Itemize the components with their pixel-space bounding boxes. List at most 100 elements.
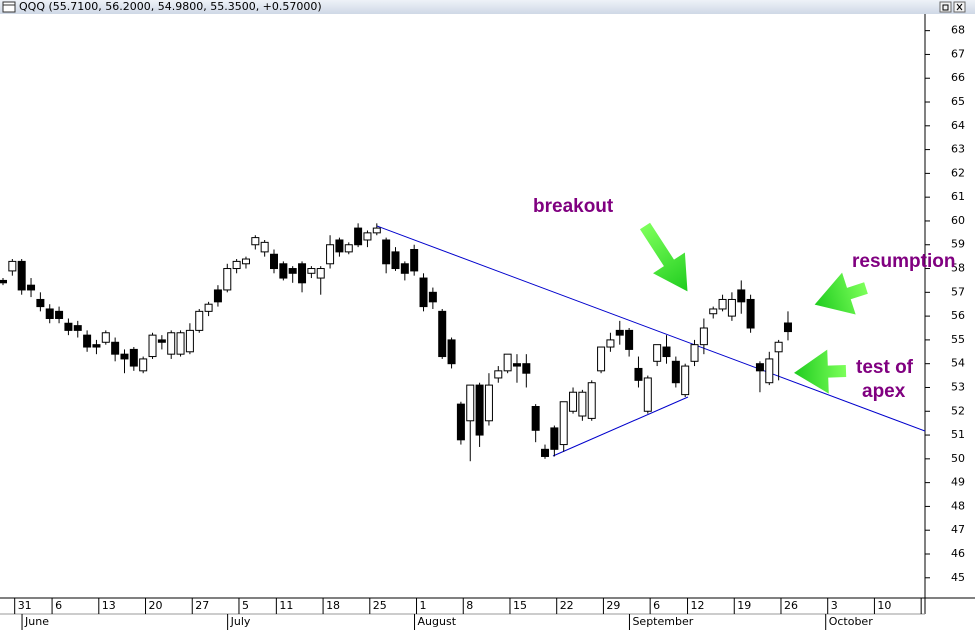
- candle-body: [73, 325, 82, 331]
- y-tick-label: 65: [951, 95, 965, 108]
- plot-area: [376, 225, 925, 457]
- x-tick-label: 31: [18, 599, 32, 612]
- candle-body: [27, 284, 36, 291]
- candle-body: [681, 365, 690, 396]
- month-label: August: [418, 615, 457, 628]
- candle-body: [643, 377, 652, 412]
- candle-body: [101, 332, 110, 343]
- candle-body: [185, 329, 194, 353]
- candle-body: [578, 391, 587, 417]
- candle-body: [503, 353, 512, 372]
- x-tick-label: 19: [737, 599, 751, 612]
- arrow-shape: [814, 272, 868, 315]
- arrow-breakout: [639, 222, 688, 292]
- candle-body: [204, 303, 213, 312]
- candle-body: [176, 332, 185, 355]
- candle-body: [111, 341, 120, 355]
- y-tick-label: 50: [951, 452, 965, 465]
- arrow-shape: [794, 349, 847, 394]
- y-tick-label: 67: [951, 47, 965, 60]
- candle-body: [36, 298, 45, 308]
- candle-body: [597, 346, 606, 372]
- candle-body: [157, 339, 166, 343]
- close-icon: [956, 3, 963, 11]
- arrow-shape: [639, 222, 688, 292]
- y-tick-label: 59: [951, 238, 965, 251]
- candle-body: [64, 322, 73, 331]
- candle-body: [8, 260, 17, 272]
- candle-body: [120, 353, 129, 360]
- candle-body: [335, 239, 344, 253]
- y-tick-label: 47: [951, 523, 965, 536]
- x-tick-label: 6: [55, 599, 62, 612]
- y-tick-label: 66: [951, 71, 965, 84]
- x-tick-label: 10: [877, 599, 891, 612]
- candle-body: [671, 360, 680, 384]
- candle-body: [541, 448, 550, 457]
- candle-body: [783, 322, 792, 333]
- x-tick-label: 3: [831, 599, 838, 612]
- y-tick-label: 45: [951, 571, 965, 584]
- candle-body: [746, 298, 755, 329]
- candle-body: [765, 358, 774, 384]
- candle-body: [129, 348, 138, 367]
- y-tick-label: 68: [951, 24, 965, 37]
- restore-icon: [942, 4, 949, 11]
- candle-body: [45, 308, 54, 319]
- candle-body: [690, 344, 699, 362]
- candle-body: [755, 363, 764, 372]
- x-tick-label: 15: [513, 599, 527, 612]
- candle-body: [550, 427, 559, 450]
- candle-body: [307, 268, 316, 274]
- candle-body: [0, 279, 7, 284]
- x-tick-label: 6: [653, 599, 660, 612]
- candle-body: [456, 403, 465, 441]
- y-tick-label: 51: [951, 428, 965, 441]
- x-tick-label: 8: [466, 599, 473, 612]
- y-tick-label: 60: [951, 214, 965, 227]
- candle-body: [634, 367, 643, 381]
- candle-body: [737, 289, 746, 303]
- month-label: June: [24, 615, 49, 628]
- x-tick-label: 17: [924, 599, 938, 612]
- candle-body: [400, 263, 409, 274]
- month-label: September: [632, 615, 693, 628]
- annotation: test of: [856, 357, 914, 378]
- y-tick-label: 52: [951, 404, 965, 417]
- y-tick-label: 55: [951, 333, 965, 346]
- trend-line: [552, 396, 689, 457]
- candle-body: [662, 346, 671, 358]
- candle-body: [363, 232, 372, 241]
- x-tick-label: 12: [691, 599, 705, 612]
- window-icon: [2, 1, 16, 13]
- candle-body: [466, 384, 475, 422]
- x-tick-label: 20: [149, 599, 163, 612]
- y-tick-label: 61: [951, 190, 965, 203]
- annotation: apex: [862, 381, 906, 402]
- candle-body: [241, 258, 250, 265]
- candle-body: [718, 298, 727, 310]
- x-tick-label: 22: [560, 599, 574, 612]
- arrow-test-of-apex: [794, 349, 847, 394]
- candle-body: [615, 329, 624, 336]
- y-tick-label: 49: [951, 476, 965, 489]
- restore-button[interactable]: [939, 1, 952, 13]
- header-title: QQQ (55.7100, 56.2000, 54.9800, 55.3500,…: [19, 0, 322, 13]
- x-tick-label: 27: [195, 599, 209, 612]
- candle-body: [382, 239, 391, 265]
- y-tick-label: 63: [951, 143, 965, 156]
- candle-body: [372, 227, 381, 234]
- month-label: October: [829, 615, 873, 628]
- y-tick-label: 58: [951, 262, 965, 275]
- candle-body: [428, 291, 437, 303]
- candle-body: [569, 391, 578, 412]
- candles: [0, 223, 792, 462]
- candle-body: [92, 344, 101, 348]
- candle-body: [55, 310, 64, 319]
- candle-body: [699, 327, 708, 346]
- candle-body: [419, 277, 428, 308]
- candle-body: [148, 334, 157, 358]
- candle-body: [774, 341, 783, 353]
- candle-body: [83, 334, 92, 348]
- trend-line: [376, 225, 925, 432]
